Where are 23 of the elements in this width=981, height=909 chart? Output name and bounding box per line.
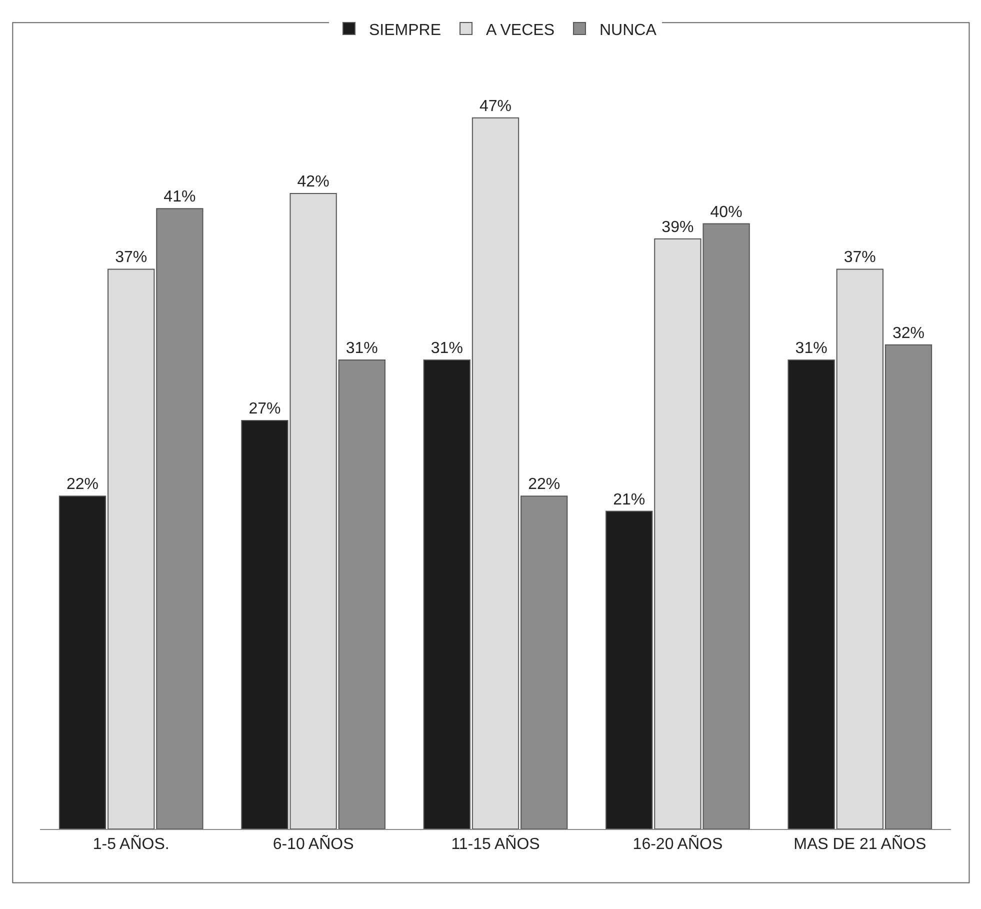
data-label: 31% xyxy=(430,340,463,357)
data-label: 31% xyxy=(346,340,378,357)
data-label: 39% xyxy=(662,218,694,236)
data-label: 22% xyxy=(528,476,560,494)
data-label: 32% xyxy=(892,324,925,342)
data-label: 37% xyxy=(115,249,148,266)
legend-label: A VECES xyxy=(486,22,554,39)
x-tick-label: 11-15 AÑOS xyxy=(451,834,540,854)
legend-label: NUNCA xyxy=(600,22,657,39)
data-label: 22% xyxy=(66,476,99,494)
data-label: 37% xyxy=(844,249,876,266)
data-label: 31% xyxy=(795,340,828,357)
data-label: 41% xyxy=(164,188,196,206)
data-label: 42% xyxy=(297,174,330,191)
data-label: 27% xyxy=(248,400,281,418)
x-tick-label: MAS DE 21 AÑOS xyxy=(794,834,926,854)
legend-label: SIEMPRE xyxy=(369,22,442,39)
data-label: 21% xyxy=(613,491,646,508)
x-tick-label: 6-10 AÑOS xyxy=(272,834,354,854)
data-label: 47% xyxy=(479,98,512,115)
data-label: 40% xyxy=(710,204,742,221)
x-tick-label: 16-20 AÑOS xyxy=(632,834,723,854)
x-tick-label: 1-5 AÑOS. xyxy=(92,834,170,854)
